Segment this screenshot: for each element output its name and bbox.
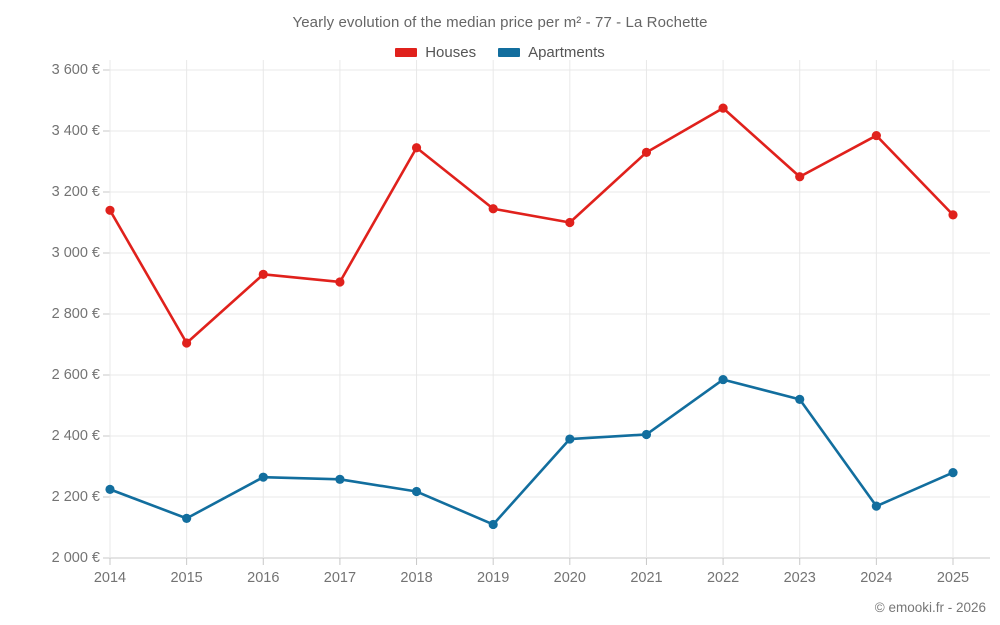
- data-point-apartments[interactable]: [948, 468, 958, 478]
- data-point-houses[interactable]: [488, 204, 498, 214]
- data-point-houses[interactable]: [105, 205, 115, 215]
- data-point-houses[interactable]: [258, 269, 268, 279]
- legend-swatch-houses: [395, 48, 418, 57]
- chart-legend: Houses Apartments: [0, 44, 1000, 61]
- data-point-apartments[interactable]: [105, 484, 115, 494]
- legend-item-apartments[interactable]: Apartments: [498, 44, 605, 61]
- data-point-houses[interactable]: [182, 338, 192, 348]
- chart-title: Yearly evolution of the median price per…: [292, 14, 708, 31]
- data-point-apartments[interactable]: [335, 474, 345, 484]
- legend-label-houses: Houses: [425, 44, 477, 61]
- legend-swatch-apartments: [498, 48, 521, 57]
- data-point-houses[interactable]: [565, 217, 575, 228]
- data-point-apartments[interactable]: [565, 434, 575, 444]
- data-point-apartments[interactable]: [182, 513, 192, 523]
- data-point-houses[interactable]: [871, 130, 881, 141]
- data-point-houses[interactable]: [335, 277, 345, 287]
- footer-credit: © emooki.fr - 2026: [874, 600, 986, 615]
- data-point-houses[interactable]: [718, 103, 728, 113]
- data-point-apartments[interactable]: [718, 374, 728, 385]
- series-line-houses: [108, 106, 955, 345]
- data-point-houses[interactable]: [641, 147, 652, 157]
- data-point-houses[interactable]: [795, 172, 805, 182]
- data-point-houses[interactable]: [948, 210, 958, 220]
- legend-item-houses[interactable]: Houses: [395, 44, 476, 61]
- data-point-apartments[interactable]: [488, 519, 498, 530]
- series-line-apartments: [108, 378, 955, 526]
- legend-label-apartments: Apartments: [528, 44, 605, 61]
- data-point-apartments[interactable]: [411, 486, 422, 497]
- data-point-apartments[interactable]: [795, 394, 805, 404]
- data-point-apartments[interactable]: [258, 472, 268, 482]
- data-point-apartments[interactable]: [871, 501, 881, 511]
- data-point-houses[interactable]: [411, 143, 422, 153]
- data-point-apartments[interactable]: [641, 429, 652, 440]
